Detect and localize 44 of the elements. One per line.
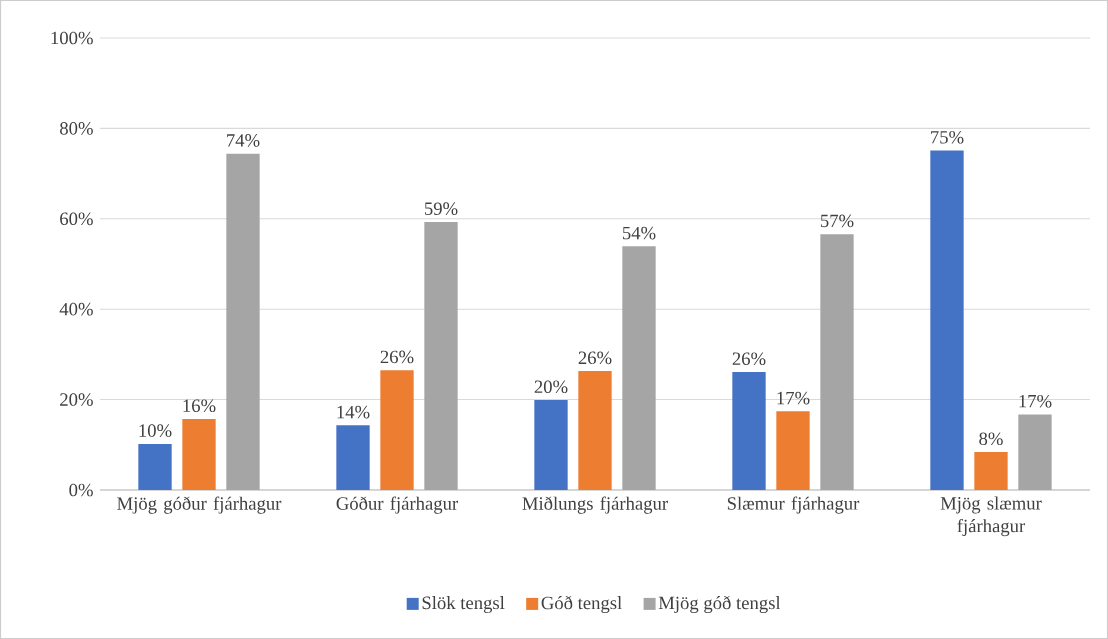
data-label: 10% <box>139 424 172 437</box>
y-tick-label: 20% <box>60 393 93 406</box>
bar <box>1018 414 1052 490</box>
bar <box>732 372 766 490</box>
bar <box>974 452 1008 490</box>
bar <box>138 443 172 490</box>
bar <box>380 370 414 490</box>
data-label: 26% <box>578 351 612 365</box>
legend-label: Slök tengsl <box>422 596 505 613</box>
x-tick-label: Miðlungs fjárhagur <box>522 496 668 514</box>
x-tick-label: Góður fjárhagur <box>336 496 459 514</box>
data-label: 16% <box>183 399 216 413</box>
y-tick-label: 0% <box>69 483 93 497</box>
data-label: 17% <box>777 391 810 405</box>
y-tick-label: 100% <box>51 31 93 45</box>
legend-label: Góð tengsl <box>541 595 622 614</box>
bar <box>820 234 854 490</box>
x-tick-label: Mjög slæmur fjárhagur <box>940 496 1042 537</box>
data-label: 59% <box>424 202 458 216</box>
data-label: 20% <box>534 380 568 394</box>
data-label: 75% <box>931 130 964 144</box>
bar <box>622 246 656 490</box>
legend-label: Mjög góð tengsl <box>658 595 781 614</box>
data-label: 17% <box>1019 394 1052 408</box>
bar <box>336 425 370 490</box>
x-tick-label: Slæmur fjárhagur <box>727 496 860 514</box>
data-label: 74% <box>227 134 260 147</box>
bar <box>424 221 458 490</box>
y-tick-label: 60% <box>60 212 93 226</box>
data-label: 57% <box>820 214 854 228</box>
bar <box>776 411 810 490</box>
bar <box>578 371 612 490</box>
data-label: 26% <box>380 350 414 364</box>
data-label: 8% <box>979 432 1003 446</box>
bar <box>226 153 260 490</box>
data-label: 14% <box>337 405 370 419</box>
data-label: 26% <box>732 352 766 366</box>
bar <box>182 419 216 490</box>
bar <box>930 150 964 490</box>
y-tick-label: 40% <box>59 302 93 316</box>
y-tick-label: 80% <box>60 122 93 135</box>
data-label: 54% <box>622 226 656 240</box>
bar <box>534 400 568 490</box>
x-tick-label: Mjög góður fjárhagur <box>117 496 282 514</box>
